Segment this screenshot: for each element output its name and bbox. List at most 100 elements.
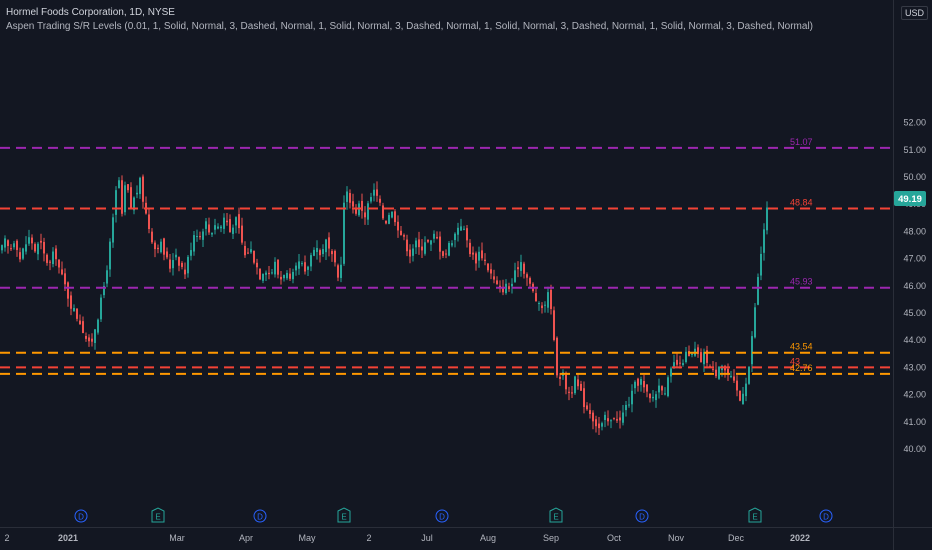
candle-body <box>634 381 636 389</box>
candle-body <box>415 240 417 248</box>
currency-button[interactable]: USD <box>900 6 928 20</box>
time-axis[interactable]: 2 2021 Mar Apr May 2 Jul Aug Sep Oct Nov Dec 2022 <box>4 533 810 543</box>
candle-body <box>235 217 237 226</box>
y-tick-label: 48.00 <box>903 226 926 236</box>
candle-body <box>379 198 381 203</box>
last-price-label: 49.19 <box>898 194 922 205</box>
candle-body <box>1 245 3 251</box>
candle-body <box>175 254 177 258</box>
candle-body <box>283 274 285 279</box>
candle-body <box>103 285 105 296</box>
candlestick-series <box>1 174 768 435</box>
candle-body <box>733 376 735 381</box>
candle-body <box>448 242 450 256</box>
candle-body <box>268 272 270 275</box>
candle-body <box>343 202 345 264</box>
last-price-marker: 49.19 <box>894 191 926 207</box>
candle-body <box>691 353 693 355</box>
candle-body <box>34 244 36 252</box>
last-price-badge <box>894 191 926 207</box>
earnings-marker <box>151 507 165 523</box>
event-marker-label: D <box>257 513 263 522</box>
candle-body <box>418 239 420 248</box>
candle-body <box>409 249 411 257</box>
earnings-marker <box>337 507 351 523</box>
candle-body <box>580 383 582 391</box>
candle-body <box>301 263 303 265</box>
candle-body <box>136 192 138 195</box>
level-label: 45.93 <box>790 277 813 287</box>
candle-body <box>346 191 348 202</box>
level-label: 42.76 <box>790 363 813 373</box>
x-tick-label: 2021 <box>58 533 78 543</box>
candle-body <box>337 265 339 278</box>
x-tick-label: Nov <box>668 533 685 543</box>
price-axis[interactable]: 40.00 41.00 42.00 43.00 44.00 45.00 46.00 47.00… <box>903 118 926 454</box>
candle-body <box>250 249 252 253</box>
candle-body <box>199 236 201 238</box>
candle-body <box>229 219 231 233</box>
candle-body <box>517 267 519 270</box>
indicator-legend[interactable]: Aspen Trading S/R Levels (0.01, 1, Solid… <box>6 21 814 32</box>
y-tick-label: 40.00 <box>903 444 926 454</box>
event-marker-label: E <box>155 513 160 522</box>
y-tick-label: 42.00 <box>903 390 926 400</box>
candle-body <box>649 393 651 399</box>
level-label: 48.84 <box>790 198 813 208</box>
candle-body <box>490 269 492 274</box>
candle-body <box>217 226 219 229</box>
candle-body <box>313 249 315 256</box>
candle-body <box>541 305 543 309</box>
candle-body <box>262 273 264 281</box>
y-tick-label: 50.00 <box>903 172 926 182</box>
y-tick-label: 46.00 <box>903 281 926 291</box>
y-tick-label: 51.00 <box>903 145 926 155</box>
candle-body <box>481 250 483 259</box>
y-tick-label: 41.00 <box>903 417 926 427</box>
candle-body <box>751 336 753 365</box>
candle-body <box>118 180 120 189</box>
candle-body <box>430 240 432 245</box>
candle-body <box>364 212 366 218</box>
candle-body <box>13 243 15 248</box>
candle-body <box>352 201 354 207</box>
candle-body <box>292 271 294 280</box>
candle-body <box>628 404 630 406</box>
candle-body <box>376 189 378 196</box>
candle-body <box>7 240 9 247</box>
candle-body <box>382 205 384 219</box>
candle-body <box>571 392 573 394</box>
candle-body <box>574 376 576 394</box>
candle-body <box>601 423 603 427</box>
candle-body <box>466 228 468 241</box>
candle-body <box>310 255 312 267</box>
candle-body <box>478 251 480 261</box>
candle-body <box>247 252 249 254</box>
candle-body <box>559 376 561 379</box>
candle-body <box>31 237 33 244</box>
candle-body <box>202 231 204 240</box>
candle-body <box>232 227 234 234</box>
candle-body <box>178 257 180 266</box>
candle-body <box>667 377 669 397</box>
candle-body <box>442 251 444 256</box>
candle-body <box>112 217 114 243</box>
candle-body <box>529 278 531 284</box>
dividend-marker <box>74 509 88 523</box>
candle-body <box>625 404 627 411</box>
candle-body <box>652 396 654 399</box>
candle-body <box>400 230 402 235</box>
candle-body <box>331 251 333 255</box>
candle-body <box>307 266 309 270</box>
candle-body <box>211 232 213 235</box>
x-tick-label: 2022 <box>790 533 810 543</box>
candle-body <box>604 414 606 420</box>
candle-body <box>106 270 108 284</box>
candle-body <box>520 262 522 271</box>
candle-body <box>298 261 300 269</box>
candle-body <box>88 337 90 342</box>
candle-body <box>253 250 255 263</box>
candle-body <box>745 383 747 397</box>
